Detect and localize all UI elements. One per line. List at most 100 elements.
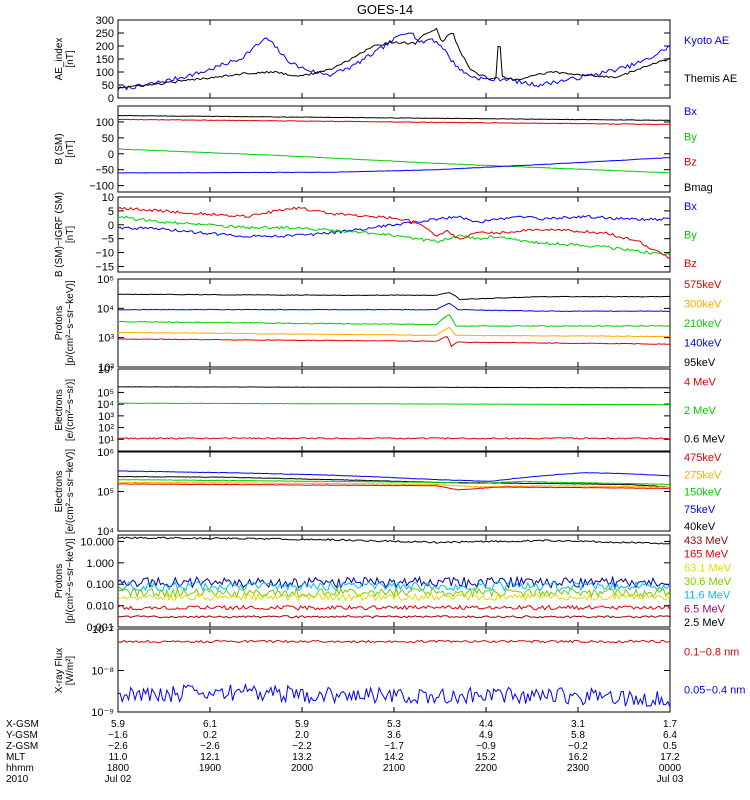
y-tick-label: 250 bbox=[96, 28, 114, 40]
series-line-95kev bbox=[118, 292, 670, 301]
y-axis-label-line: [p/(cm²−s−sr−keV)] bbox=[65, 280, 76, 366]
series-line-433-mev bbox=[118, 615, 670, 619]
footer-value: −1.7 bbox=[384, 741, 404, 752]
footer-value: 5.3 bbox=[387, 719, 401, 730]
y-axis-label-line: [nT] bbox=[65, 140, 76, 157]
footer-value: −2.6 bbox=[200, 741, 220, 752]
footer-value: Jul 03 bbox=[657, 774, 684, 785]
legend-label: Bx bbox=[684, 201, 697, 213]
series-line-2-mev bbox=[118, 402, 670, 406]
series-line-bz bbox=[118, 118, 670, 126]
series-line-75kev bbox=[118, 470, 670, 482]
series-line-210kev bbox=[118, 314, 670, 327]
legend-label: 140keV bbox=[684, 338, 722, 350]
y-axis-label-line: [e/(cm²−s−sr)] bbox=[65, 379, 76, 441]
y-tick-label: 10⁴ bbox=[97, 526, 114, 538]
y-tick-label: 10⁷ bbox=[98, 364, 114, 376]
legend-label: 433 MeV bbox=[684, 535, 729, 547]
footer-value: 2000 bbox=[291, 763, 314, 774]
y-tick-label: 10⁵ bbox=[97, 274, 114, 286]
series-line-bx bbox=[118, 157, 670, 174]
footer-value: 1900 bbox=[199, 763, 222, 774]
footer-value: −2.6 bbox=[108, 741, 128, 752]
legend-label: Bx bbox=[684, 106, 697, 118]
legend-label: 63.1 MeV bbox=[684, 562, 732, 574]
y-tick-label: 10 bbox=[102, 192, 114, 204]
footer-value: 2.0 bbox=[295, 730, 309, 741]
y-tick-label: 10⁶ bbox=[97, 447, 114, 459]
panel-6: 10⁶ 10⁵ 10⁴ Electrons [e/(cm²−s−sr−keV)] 475k… bbox=[54, 447, 722, 538]
series-line-300kev bbox=[118, 326, 670, 338]
legend-label: 150keV bbox=[684, 487, 722, 499]
y-tick-label: 150 bbox=[96, 54, 114, 66]
series-line-575kev bbox=[118, 336, 670, 348]
series-line-275kev bbox=[118, 481, 670, 488]
y-tick-label: −10 bbox=[95, 248, 114, 260]
series-group bbox=[118, 639, 670, 708]
legend-label: Bz bbox=[684, 258, 697, 270]
footer-value: 2100 bbox=[383, 763, 406, 774]
series-group bbox=[118, 206, 670, 259]
footer-value: 4.4 bbox=[479, 719, 493, 730]
series-line-0-1-0-8-nm bbox=[118, 639, 670, 644]
footer-value: 13.2 bbox=[292, 752, 312, 763]
y-tick-label: 1.000 bbox=[86, 558, 114, 570]
y-tick-label: 10⁵ bbox=[97, 387, 114, 399]
series-group bbox=[118, 292, 670, 348]
legend-label: By bbox=[684, 230, 697, 242]
y-axis-label: B (SM) [nT] bbox=[54, 133, 76, 164]
series-line-by bbox=[118, 148, 670, 174]
legend-label: 0.6 MeV bbox=[684, 434, 726, 446]
series-line-11-6-mev bbox=[118, 580, 670, 593]
legend-label: 6.5 MeV bbox=[684, 603, 726, 615]
legend-label: 40keV bbox=[684, 521, 716, 533]
footer-value: 12.1 bbox=[200, 752, 220, 763]
y-axis-label: Electrons [e/(cm²−s−sr−keV)] bbox=[54, 449, 76, 535]
legend-label: 165 MeV bbox=[684, 549, 729, 561]
footer-row-label: 2010 bbox=[6, 774, 29, 785]
legend-label: 95keV bbox=[684, 357, 716, 369]
footer-value: −2.2 bbox=[292, 741, 312, 752]
series-line-30-6-mev bbox=[118, 586, 670, 599]
panel-frame bbox=[117, 451, 671, 532]
y-axis-label-line: Electrons bbox=[54, 389, 65, 431]
y-tick-label: 10³ bbox=[98, 333, 114, 345]
y-axis-label-line: [e/(cm²−s−sr−keV)] bbox=[65, 449, 76, 535]
y-tick-label: 0 bbox=[108, 220, 114, 232]
footer-value: 4.9 bbox=[479, 730, 493, 741]
footer-value: 0.5 bbox=[663, 741, 677, 752]
y-axis-label-line: B (SM)−IGRF (SM) bbox=[54, 192, 65, 277]
y-tick-label: 0 bbox=[108, 93, 114, 105]
y-tick-label: −15 bbox=[95, 261, 114, 273]
legend-label: Bz bbox=[684, 157, 697, 169]
series-line-2-5-mev bbox=[118, 536, 670, 545]
series-group bbox=[118, 536, 670, 619]
footer-value: Jul 02 bbox=[105, 774, 132, 785]
footer-row-label: hhmm bbox=[6, 763, 34, 774]
legend-label: Kyoto AE bbox=[684, 35, 729, 47]
footer-value: 5.8 bbox=[571, 730, 585, 741]
footer-value: 6.1 bbox=[203, 719, 217, 730]
y-axis-label: X-ray Flux [W/m²] bbox=[54, 648, 76, 694]
y-axis-label: Protons [p/(cm²−s−sr−keV)] bbox=[54, 280, 76, 366]
footer-value: 1800 bbox=[107, 763, 130, 774]
y-axis-label: Electrons [e/(cm²−s−sr)] bbox=[54, 379, 76, 441]
y-tick-label: −100 bbox=[89, 181, 114, 193]
legend-label: 4 MeV bbox=[684, 377, 716, 389]
y-tick-label: 10³ bbox=[98, 411, 114, 423]
y-tick-label: 10⁴ bbox=[97, 303, 114, 315]
footer-value: 1.7 bbox=[663, 719, 677, 730]
panel-frame bbox=[117, 105, 671, 193]
series-line-165-mev bbox=[118, 604, 670, 611]
series-line-bx bbox=[118, 214, 670, 238]
panel-8: 10⁻⁷ 10⁻⁸ 10⁻⁹ X-ray Flux [W/m²] 0.1−0.8 nm 0.… bbox=[54, 624, 745, 719]
footer-value: 16.2 bbox=[568, 752, 588, 763]
y-axis-label-line: Protons bbox=[54, 306, 65, 340]
panel-4: 10⁵ 10⁴ 10³ 10² Protons [p/(cm²−s−sr−keV)] 575… bbox=[54, 274, 722, 374]
panel-frame bbox=[117, 196, 671, 273]
series-line-40kev bbox=[118, 475, 670, 488]
y-axis-label: AE_index [nT] bbox=[54, 38, 76, 81]
legend-label: 2 MeV bbox=[684, 405, 716, 417]
footer-value: 5.9 bbox=[295, 719, 309, 730]
